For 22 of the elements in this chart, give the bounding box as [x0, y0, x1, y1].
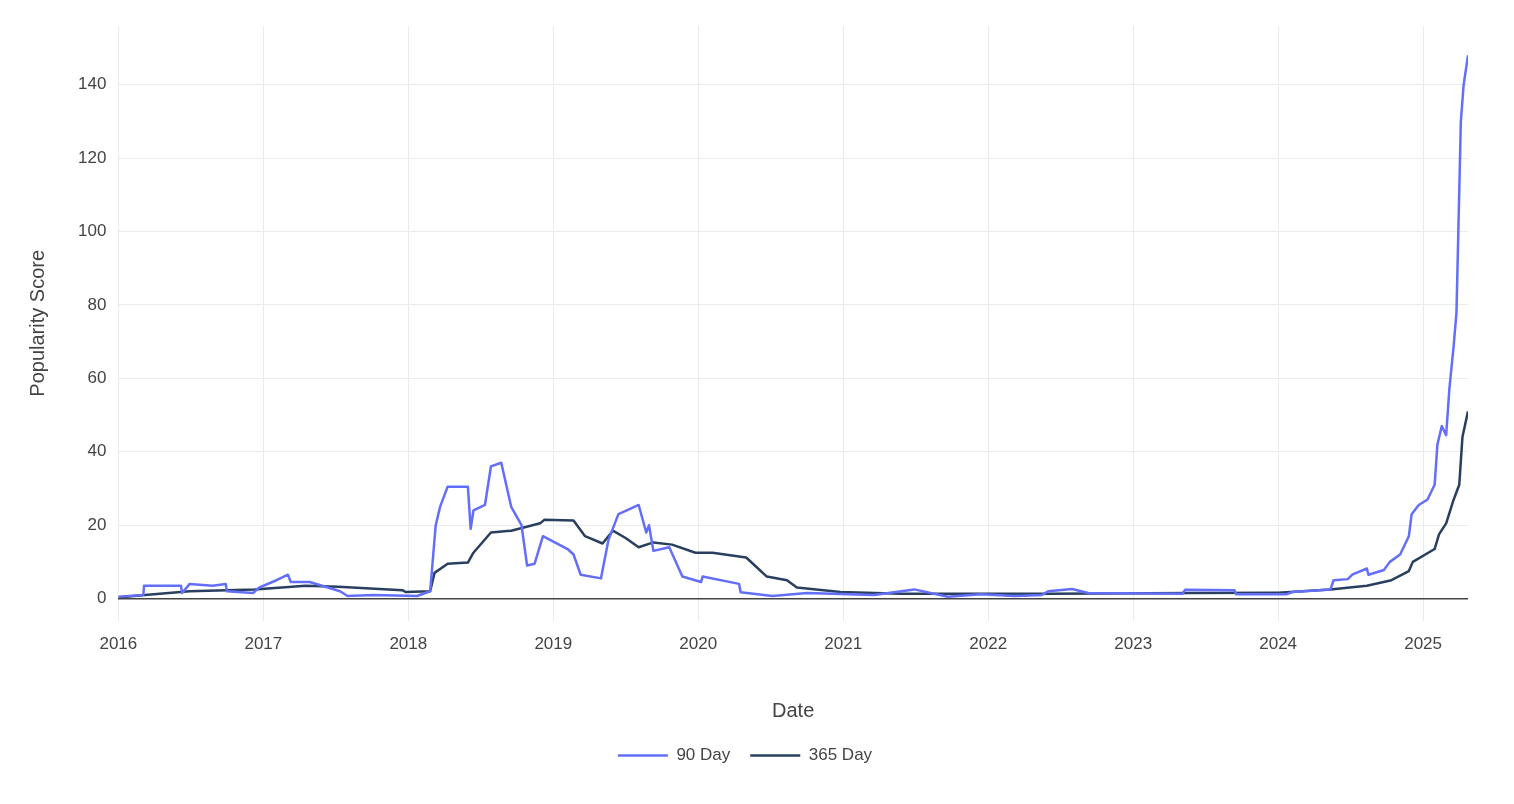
- x-tick-label: 2016: [99, 634, 138, 654]
- y-tick-label: 0: [96, 588, 107, 608]
- x-tick-label: 2021: [824, 634, 863, 654]
- y-axis-title: Popularity Score: [25, 249, 48, 397]
- x-tick-label: 2019: [534, 634, 573, 654]
- x-tick-label: 2023: [1114, 634, 1153, 654]
- x-tick-label: 2018: [389, 634, 428, 654]
- y-tick-label: 20: [87, 514, 107, 534]
- y-tick-label: 80: [87, 294, 107, 314]
- x-tick-label: 2025: [1404, 634, 1443, 654]
- legend-label: 90 Day: [676, 745, 731, 765]
- y-tick-label: 140: [77, 74, 107, 94]
- x-axis-title: Date: [772, 698, 815, 721]
- y-tick-label: 60: [87, 368, 107, 388]
- x-tick-label: 2024: [1259, 634, 1298, 654]
- x-tick-label: 2017: [244, 634, 283, 654]
- x-tick-label: 2022: [969, 634, 1008, 654]
- y-tick-label: 120: [77, 147, 107, 167]
- y-tick-label: 40: [87, 441, 107, 461]
- y-tick-label: 100: [77, 221, 107, 241]
- legend-label: 365 Day: [808, 745, 873, 765]
- x-tick-label: 2020: [679, 634, 718, 654]
